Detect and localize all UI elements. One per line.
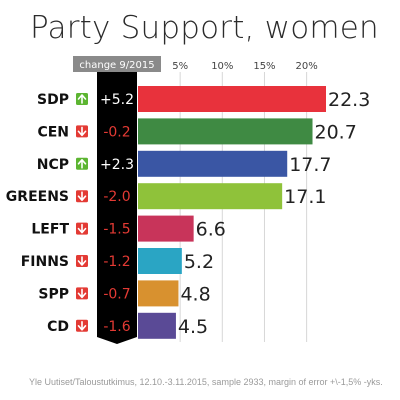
change-value: -1.2: [103, 254, 130, 270]
x-tick-label: 5%: [172, 61, 188, 72]
bar: [138, 312, 176, 339]
arrow-glyph: [77, 191, 87, 201]
arrow-glyph: [77, 256, 87, 266]
category-label: CD: [47, 319, 69, 335]
bar: [138, 280, 179, 307]
chart-title: Party Support, women: [30, 10, 379, 46]
change-value: +5.2: [100, 92, 134, 108]
arrow-down-icon: [76, 255, 88, 267]
bar: [138, 248, 182, 274]
change-value: -2.0: [103, 189, 130, 205]
change-value: +2.3: [100, 157, 134, 173]
source-note: Yle Uutiset/Taloustutkimus, 12.10.-3.11.…: [29, 377, 383, 387]
change-header-label: change 9/2015: [79, 60, 154, 71]
x-tick-label: 20%: [295, 61, 317, 72]
x-tick-label: 10%: [211, 61, 233, 72]
change-value: -1.5: [103, 222, 130, 238]
change-header-tab: [73, 56, 161, 72]
category-label: NCP: [37, 157, 69, 173]
bar: [138, 150, 288, 177]
data-label: 4.8: [180, 283, 210, 305]
arrow-down-icon: [76, 190, 88, 203]
change-value: -0.7: [103, 286, 130, 302]
data-label: 4.5: [178, 316, 208, 338]
category-label: SPP: [38, 286, 69, 302]
bar: [138, 86, 326, 112]
data-label: 6.6: [196, 219, 226, 241]
category-label: LEFT: [31, 222, 69, 238]
arrow-glyph: [77, 288, 87, 299]
arrow-down-icon: [76, 287, 88, 300]
bar: [138, 215, 194, 242]
data-label: 22.3: [328, 89, 370, 111]
arrow-glyph: [77, 223, 87, 234]
data-label: 17.7: [289, 154, 331, 176]
change-value: -1.6: [103, 319, 130, 335]
arrow-up-icon: [76, 157, 88, 170]
change-column-background: [97, 72, 137, 344]
data-label: 5.2: [184, 251, 214, 273]
arrow-glyph: [77, 94, 87, 104]
category-label: GREENS: [6, 189, 69, 205]
arrow-up-icon: [76, 93, 88, 105]
arrow-glyph: [77, 126, 87, 137]
bar: [138, 118, 313, 145]
data-label: 20.7: [315, 121, 357, 143]
category-label: CEN: [37, 124, 69, 140]
arrow-down-icon: [76, 319, 88, 332]
change-value: -0.2: [103, 124, 130, 140]
arrow-glyph: [77, 159, 87, 169]
bar: [138, 183, 283, 210]
arrow-down-icon: [76, 125, 88, 138]
category-label: SDP: [37, 92, 69, 108]
arrow-glyph: [77, 321, 87, 331]
arrow-down-icon: [76, 222, 88, 235]
x-tick-label: 15%: [253, 61, 275, 72]
category-label: FINNS: [21, 254, 69, 270]
data-label: 17.1: [284, 186, 326, 208]
